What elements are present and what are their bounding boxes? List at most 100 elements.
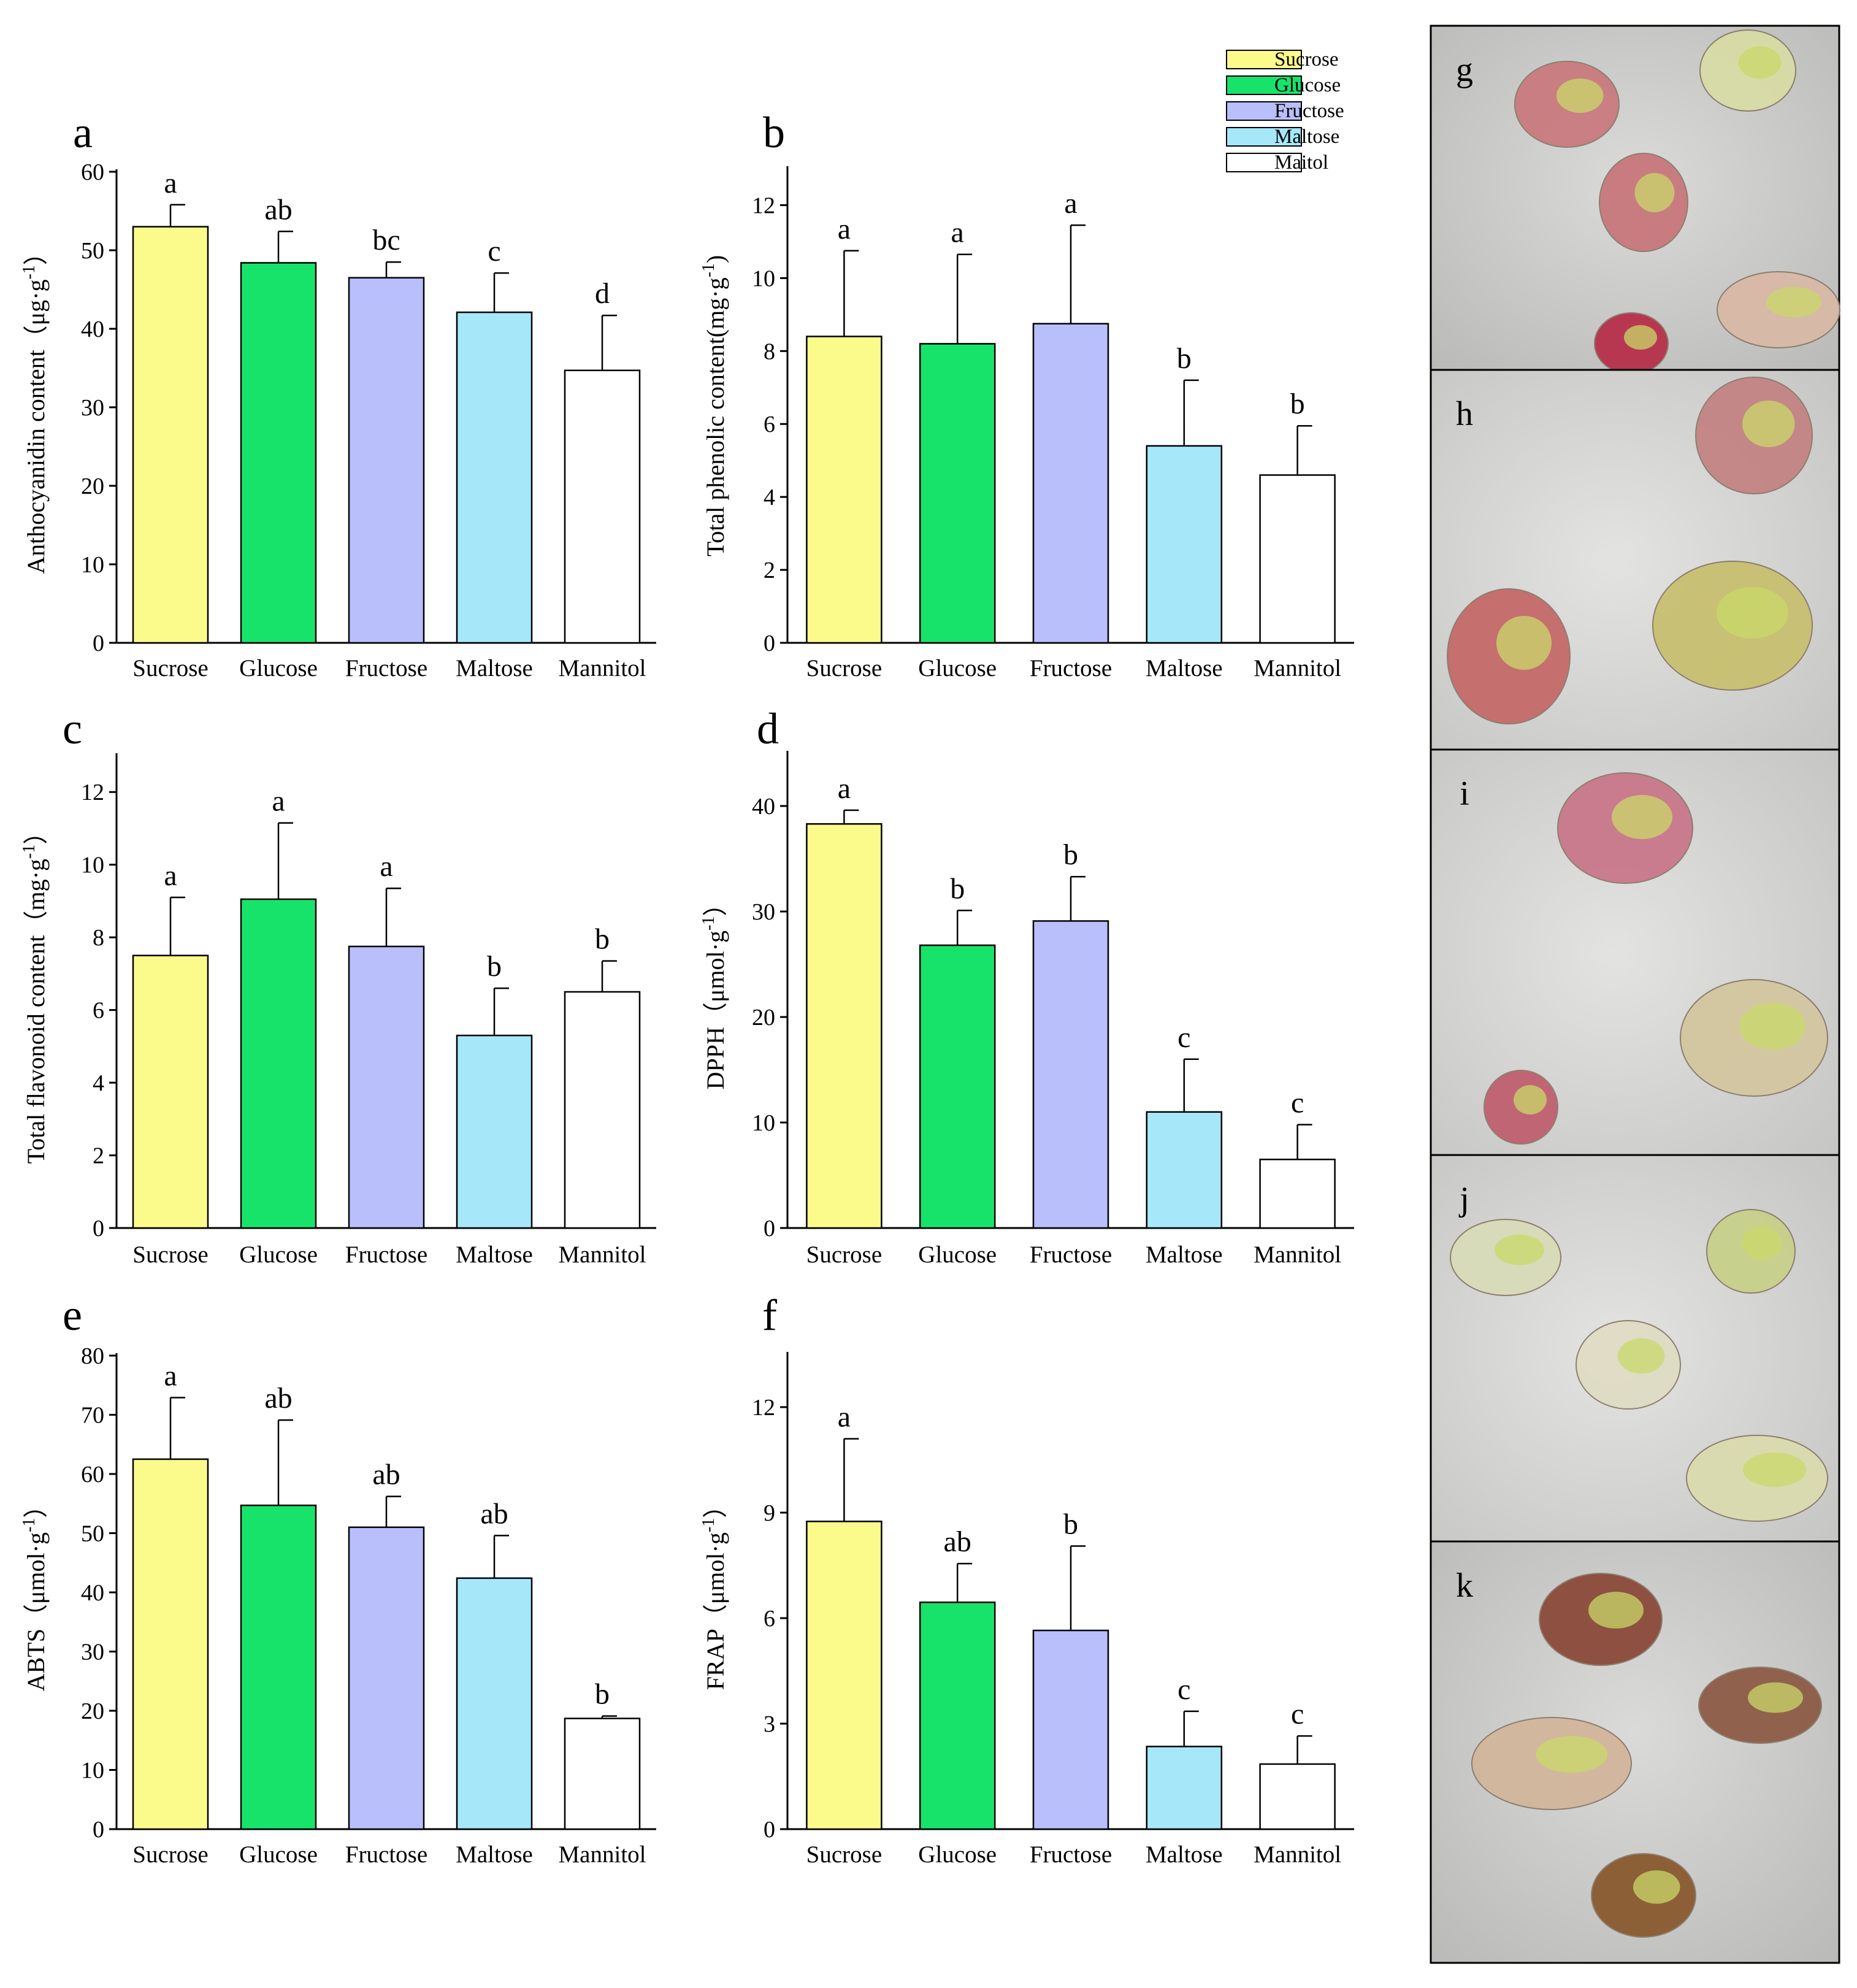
bar-sucrose bbox=[132, 954, 209, 1229]
y-axis-label: FRAP（μmol·g-1） bbox=[699, 1494, 729, 1690]
y-tick-label: 10 bbox=[752, 266, 775, 291]
x-tick-label: Fructose bbox=[1030, 1841, 1112, 1868]
legend-swatch bbox=[1226, 101, 1302, 121]
significance-label: a bbox=[380, 850, 392, 883]
bar-fructose bbox=[348, 277, 425, 644]
x-tick-label: Glucose bbox=[918, 655, 997, 681]
legend-swatch bbox=[1226, 50, 1302, 69]
callus-highlight bbox=[1496, 616, 1552, 670]
photo-column: g h i j k bbox=[1430, 25, 1840, 1964]
callus-highlight bbox=[1624, 325, 1657, 350]
x-tick-label: Mannitol bbox=[1254, 655, 1341, 681]
y-tick-label: 10 bbox=[81, 552, 104, 578]
y-tick-label: 0 bbox=[764, 1817, 775, 1843]
x-tick-label: Fructose bbox=[345, 655, 427, 681]
significance-label: a bbox=[838, 1401, 851, 1433]
x-tick-label: Fructose bbox=[1030, 655, 1112, 681]
y-tick-label: 0 bbox=[93, 1216, 104, 1242]
bar-maltose bbox=[1146, 1111, 1223, 1229]
photo-letter: i bbox=[1460, 775, 1469, 813]
x-tick-label: Glucose bbox=[239, 655, 318, 681]
x-tick-label: Sucrose bbox=[806, 1841, 882, 1868]
x-tick-label: Mannitol bbox=[559, 1841, 646, 1868]
significance-label: a bbox=[272, 785, 285, 818]
legend-swatch bbox=[1226, 127, 1302, 147]
bar-sucrose bbox=[132, 1458, 209, 1830]
callus-highlight bbox=[1536, 1736, 1607, 1773]
significance-label: b bbox=[950, 872, 965, 905]
significance-label: a bbox=[838, 772, 851, 805]
photo-letter: g bbox=[1456, 51, 1473, 89]
y-tick-label: 30 bbox=[81, 395, 104, 421]
x-tick-label: Sucrose bbox=[806, 655, 882, 681]
significance-label: b bbox=[595, 1678, 610, 1711]
x-tick-label: Maltose bbox=[1146, 1242, 1223, 1268]
y-axis-label: Anthocyanidin content（μg·g-1） bbox=[20, 240, 50, 574]
callus-highlight bbox=[1742, 401, 1795, 447]
significance-label: b bbox=[487, 950, 502, 983]
significance-label: b bbox=[1290, 388, 1305, 420]
y-tick-label: 12 bbox=[81, 780, 104, 805]
x-tick-label: Maltose bbox=[456, 1242, 533, 1268]
bar-sucrose bbox=[132, 226, 209, 644]
significance-label: ab bbox=[372, 1459, 400, 1491]
legend-label: Glucose bbox=[1274, 74, 1341, 96]
chart-panel-b: 0 2 4 6 8 10 12 Total phenolic content(mg·g-1) b… bbox=[699, 108, 1354, 681]
x-tick-label: Sucrose bbox=[132, 1242, 208, 1268]
callus-highlight bbox=[1633, 1870, 1680, 1904]
x-tick-label: Glucose bbox=[239, 1841, 318, 1868]
bar-sucrose bbox=[806, 823, 883, 1229]
photo-letter: k bbox=[1456, 1567, 1473, 1605]
legend-label: Fructose bbox=[1274, 100, 1344, 122]
callus-highlight bbox=[1588, 1592, 1644, 1629]
x-tick-label: Fructose bbox=[1030, 1242, 1112, 1268]
y-tick-label: 4 bbox=[764, 485, 775, 510]
callus-highlight bbox=[1618, 1338, 1665, 1374]
bar-mannitol bbox=[1259, 474, 1336, 644]
y-tick-label: 0 bbox=[93, 631, 104, 656]
y-tick-label: 0 bbox=[764, 1216, 775, 1242]
y-tick-label: 0 bbox=[93, 1817, 104, 1843]
significance-label: a bbox=[164, 167, 177, 199]
significance-label: a bbox=[951, 217, 964, 249]
significance-label: c bbox=[488, 235, 500, 267]
chart-panel-e: 0 10 20 30 40 50 60 70 80 ABTS（μmol·g-1） e a Sucrose… bbox=[20, 1291, 656, 1868]
significance-label: a bbox=[838, 213, 851, 245]
x-tick-label: Mannitol bbox=[559, 655, 646, 681]
y-tick-label: 12 bbox=[752, 1395, 775, 1421]
bar-fructose bbox=[348, 1526, 425, 1830]
callus-highlight bbox=[1556, 79, 1604, 113]
bar-glucose bbox=[919, 944, 996, 1229]
bar-mannitol bbox=[564, 369, 641, 644]
y-tick-label: 8 bbox=[93, 925, 104, 951]
callus-highlight bbox=[1495, 1234, 1544, 1265]
significance-label: c bbox=[1177, 1673, 1190, 1706]
legend-swatch bbox=[1226, 75, 1302, 95]
chart-panel-f: 0 3 6 9 12 FRAP（μmol·g-1） f a Sucrose ab Glucose b F… bbox=[699, 1291, 1354, 1868]
x-tick-label: Mannitol bbox=[1254, 1242, 1341, 1268]
y-tick-label: 50 bbox=[81, 1521, 104, 1547]
significance-label: a bbox=[164, 1360, 177, 1392]
callus-highlight bbox=[1514, 1085, 1547, 1115]
y-tick-label: 6 bbox=[764, 1606, 775, 1632]
x-tick-label: Fructose bbox=[345, 1841, 427, 1868]
y-tick-label: 40 bbox=[81, 317, 104, 342]
photo-i: i bbox=[1430, 748, 1840, 1156]
y-tick-label: 70 bbox=[81, 1403, 104, 1429]
callus-highlight bbox=[1742, 1226, 1782, 1260]
photo-j: j bbox=[1430, 1154, 1840, 1543]
bar-maltose bbox=[456, 1577, 533, 1830]
y-tick-label: 3 bbox=[764, 1711, 775, 1737]
y-tick-label: 10 bbox=[81, 853, 104, 878]
callus-highlight bbox=[1739, 1003, 1805, 1050]
y-tick-label: 10 bbox=[81, 1758, 104, 1784]
y-tick-label: 80 bbox=[81, 1343, 104, 1369]
x-tick-label: Mannitol bbox=[559, 1242, 646, 1268]
bar-maltose bbox=[1146, 1746, 1223, 1830]
x-tick-label: Maltose bbox=[456, 1841, 533, 1868]
significance-label: ab bbox=[944, 1526, 971, 1558]
x-tick-label: Maltose bbox=[1146, 1841, 1223, 1868]
y-tick-label: 60 bbox=[81, 1462, 104, 1487]
chart-panel-a: 0 10 20 30 40 50 60 Anthocyanidin content（μg·g-… bbox=[20, 108, 656, 681]
x-tick-label: Maltose bbox=[456, 655, 533, 681]
